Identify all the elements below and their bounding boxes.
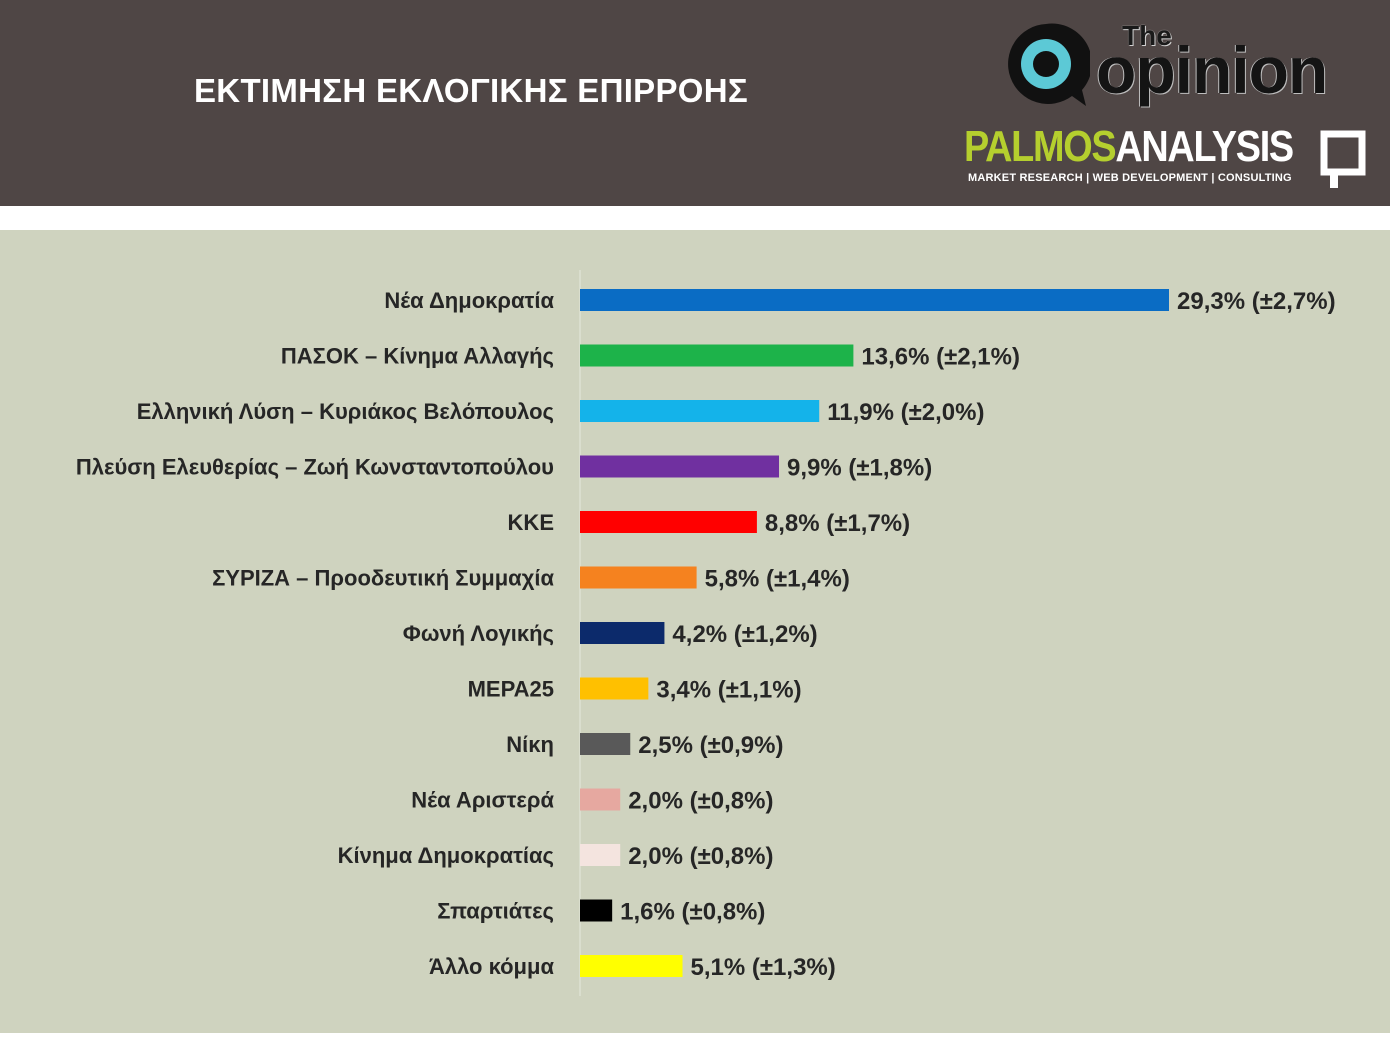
category-label: Σπαρτιάτες — [437, 899, 554, 924]
bar — [580, 511, 757, 533]
data-label: 13,6% (±2,1%) — [861, 344, 1020, 371]
speech-bubble-o-icon — [1008, 23, 1090, 106]
category-label: ΠΑΣΟΚ – Κίνημα Αλλαγής — [281, 344, 554, 369]
data-label: 29,3% (±2,7%) — [1177, 288, 1336, 315]
square-frame-icon — [1320, 130, 1366, 188]
palmos-wordmark: PALMOSANALYSIS — [964, 122, 1294, 172]
palmos-tagline: MARKET RESEARCH | WEB DEVELOPMENT | CONS… — [968, 172, 1292, 184]
data-label: 3,4% (±1,1%) — [656, 677, 801, 704]
palmos-analysis-logo: PALMOSANALYSIS MARKET RESEARCH | WEB DEV… — [964, 122, 1374, 198]
palmos-word-green: PALMOS — [964, 122, 1117, 171]
category-label: Νέα Αριστερά — [411, 788, 554, 813]
category-label: Νέα Δημοκρατία — [384, 288, 554, 313]
bar — [580, 844, 621, 866]
data-label: 2,0% (±0,8%) — [628, 843, 773, 870]
the-opinion-logo: The opinion — [1000, 18, 1360, 113]
category-label: ΚΚΕ — [508, 510, 554, 535]
data-label: 5,8% (±1,4%) — [705, 566, 850, 593]
category-label: Φωνή Λογικής — [403, 621, 554, 646]
category-label: Κίνημα Δημοκρατίας — [338, 843, 554, 868]
bar — [580, 733, 631, 755]
category-label: Πλεύση Ελευθερίας – Ζωή Κωνσταντοπούλου — [76, 455, 554, 480]
data-label: 5,1% (±1,3%) — [691, 954, 836, 981]
bar — [580, 677, 649, 700]
data-label: 9,9% (±1,8%) — [787, 455, 932, 482]
data-label: 11,9% (±2,0%) — [827, 399, 984, 426]
bar — [580, 788, 621, 811]
plot-area: Νέα Δημοκρατία 29,3% (±2,7%) ΠΑΣΟΚ – Κίνημ… — [0, 230, 1390, 1033]
bar — [580, 455, 780, 478]
category-label: Άλλο κόμμα — [429, 954, 555, 979]
bar — [580, 622, 665, 644]
bar — [580, 955, 683, 977]
data-label: 8,8% (±1,7%) — [765, 510, 910, 537]
category-label: Ελληνική Λύση – Κυριάκος Βελόπουλος — [137, 399, 554, 424]
category-label: ΣΥΡΙΖΑ – Προοδευτική Συμμαχία — [212, 566, 554, 591]
header-banner: ΕΚΤΙΜΗΣΗ ΕΚΛΟΓΙΚΗΣ ΕΠΙΡΡΟΗΣ The opinion … — [0, 0, 1390, 206]
bar — [580, 289, 1169, 311]
bar — [580, 344, 854, 367]
data-label: 4,2% (±1,2%) — [672, 621, 817, 648]
bar — [580, 400, 820, 422]
category-label: ΜΕΡΑ25 — [468, 677, 554, 702]
logo-the-text: The — [1122, 20, 1172, 51]
category-label: Νίκη — [506, 732, 554, 757]
logo-opinion-text: opinion — [1096, 33, 1328, 107]
palmos-word-white: ANALYSIS — [1115, 122, 1294, 171]
bar — [580, 899, 613, 922]
data-label: 1,6% (±0,8%) — [620, 899, 765, 926]
data-label: 2,5% (±0,9%) — [638, 732, 783, 759]
bar — [580, 566, 697, 589]
data-label: 2,0% (±0,8%) — [628, 788, 773, 815]
bar-chart: Νέα Δημοκρατία 29,3% (±2,7%) ΠΑΣΟΚ – Κίνημ… — [76, 270, 1336, 996]
chart-title: ΕΚΤΙΜΗΣΗ ΕΚΛΟΓΙΚΗΣ ΕΠΙΡΡΟΗΣ — [194, 72, 749, 109]
